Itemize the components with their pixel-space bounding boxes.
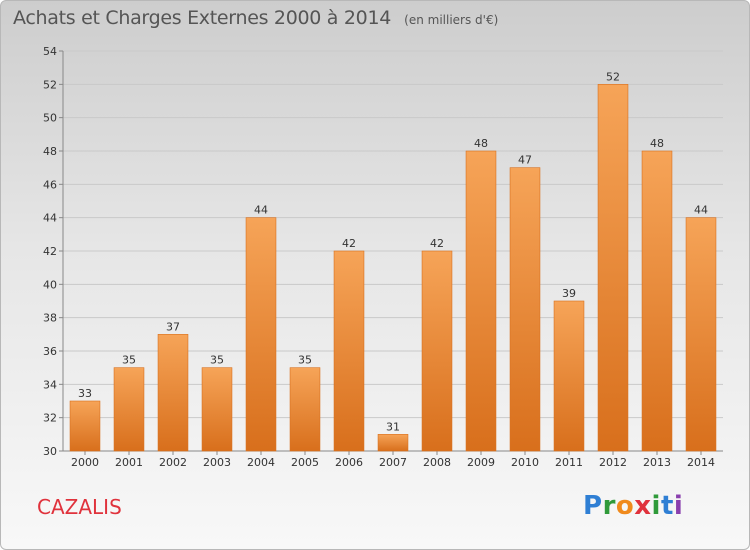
data-label-2006: 42 — [342, 237, 356, 250]
data-label-2004: 44 — [254, 204, 268, 217]
logo-letter: i — [651, 491, 661, 521]
data-label-2002: 37 — [166, 320, 180, 333]
x-tick-label-2008: 2008 — [423, 456, 451, 469]
y-tick-label: 50 — [43, 112, 57, 125]
logo-letter: P — [583, 491, 603, 521]
chart-title: Achats et Charges Externes 2000 à 2014 (… — [13, 7, 498, 29]
bar-2006 — [333, 250, 365, 452]
x-tick-label-2010: 2010 — [511, 456, 539, 469]
bars — [69, 84, 717, 452]
data-labels: 33 35 37 35 44 35 42 31 42 48 47 39 52 48 44 — [78, 70, 708, 433]
y-tick-label: 30 — [43, 445, 57, 458]
x-tick-labels: 2000 2001 2002 2003 2004 2005 2006 2007 2008 2009… — [71, 456, 715, 469]
bar-2002 — [157, 334, 189, 452]
bar-2000 — [69, 400, 101, 452]
logo-letter: t — [660, 491, 674, 521]
data-label-2005: 35 — [298, 354, 312, 367]
y-tick-labels: 30 32 34 36 38 40 42 44 46 48 50 52 54 — [43, 45, 57, 458]
y-tick-label: 46 — [43, 178, 57, 191]
data-label-2000: 33 — [78, 387, 92, 400]
x-tick-label-2001: 2001 — [115, 456, 143, 469]
x-tick-label-2000: 2000 — [71, 456, 99, 469]
x-tick-label-2006: 2006 — [335, 456, 363, 469]
bar-2005 — [289, 367, 321, 452]
title-unit: (en milliers d'€) — [404, 13, 499, 27]
title-main: Achats et Charges Externes 2000 à 2014 — [13, 7, 392, 29]
logo-letter: i — [673, 491, 684, 521]
y-tick-label: 34 — [43, 378, 57, 391]
proxiti-logo: Proxiti — [583, 491, 683, 521]
x-tick-label-2009: 2009 — [467, 456, 495, 469]
logo-letter: r — [602, 491, 616, 521]
bar-2004 — [245, 217, 277, 452]
data-label-2003: 35 — [210, 354, 224, 367]
data-label-2007: 31 — [386, 420, 400, 433]
y-tick-label: 42 — [43, 245, 57, 258]
bar-2011 — [553, 300, 585, 452]
y-tick-label: 44 — [43, 212, 57, 225]
x-tick-label-2005: 2005 — [291, 456, 319, 469]
bar-2001 — [113, 367, 145, 452]
y-tick-label: 48 — [43, 145, 57, 158]
x-tick-label-2013: 2013 — [643, 456, 671, 469]
x-tick-label-2012: 2012 — [599, 456, 627, 469]
x-tick-label-2004: 2004 — [247, 456, 275, 469]
y-tick-label: 38 — [43, 312, 57, 325]
data-label-2008: 42 — [430, 237, 444, 250]
bar-2014 — [685, 217, 717, 452]
data-label-2011: 39 — [562, 287, 576, 300]
bar-2009 — [465, 150, 497, 452]
bar-2010 — [509, 167, 541, 452]
y-tick-label: 52 — [43, 78, 57, 91]
logo-letter: o — [615, 491, 635, 521]
data-label-2009: 48 — [474, 137, 488, 150]
y-tick-label: 40 — [43, 278, 57, 291]
data-label-2013: 48 — [650, 137, 664, 150]
x-tick-label-2014: 2014 — [687, 456, 715, 469]
x-tick-label-2007: 2007 — [379, 456, 407, 469]
y-tick-label: 32 — [43, 412, 57, 425]
x-tick-label-2003: 2003 — [203, 456, 231, 469]
bar-2012 — [597, 84, 629, 452]
x-tick-label-2011: 2011 — [555, 456, 583, 469]
data-label-2014: 44 — [694, 204, 708, 217]
x-tick-label-2002: 2002 — [159, 456, 187, 469]
bar-2003 — [201, 367, 233, 452]
y-tick-label: 36 — [43, 345, 57, 358]
bar-2008 — [421, 250, 453, 452]
commune-name: CAZALIS — [37, 495, 122, 519]
logo-letter: x — [634, 491, 652, 521]
data-label-2012: 52 — [606, 70, 620, 83]
bar-2007 — [377, 434, 409, 452]
data-label-2010: 47 — [518, 154, 532, 167]
bar-2013 — [641, 150, 673, 452]
y-tick-label: 54 — [43, 45, 57, 58]
data-label-2001: 35 — [122, 354, 136, 367]
